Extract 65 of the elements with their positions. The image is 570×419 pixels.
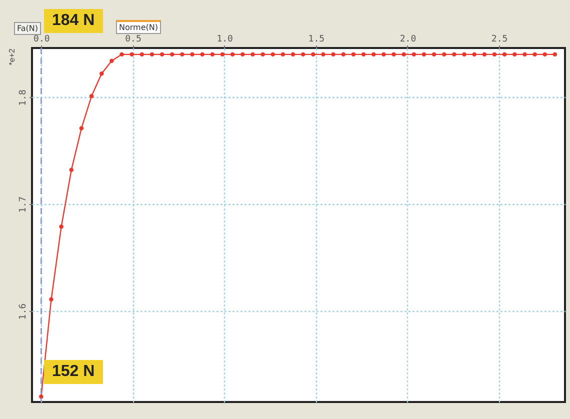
x-tick-label: 0.0 — [34, 34, 50, 44]
text: Fa(N) — [14, 22, 41, 35]
point — [120, 52, 124, 57]
point — [230, 52, 235, 57]
point — [130, 52, 134, 57]
point — [492, 52, 497, 57]
point — [412, 52, 416, 57]
point — [392, 52, 396, 57]
point — [170, 52, 174, 57]
y-tick-label: 1.8 — [18, 90, 28, 106]
point — [422, 52, 426, 57]
point — [472, 52, 476, 57]
point — [160, 52, 164, 57]
point — [462, 52, 466, 57]
x-tick-label: 1.0 — [216, 34, 233, 44]
point — [402, 52, 406, 57]
point — [220, 52, 225, 57]
point — [351, 52, 356, 57]
point — [290, 52, 296, 57]
point — [552, 52, 558, 57]
point — [210, 52, 215, 57]
point — [89, 94, 94, 98]
point — [341, 52, 346, 57]
point — [442, 52, 446, 57]
x-tick-label: 0.5 — [125, 34, 142, 44]
point — [240, 52, 245, 57]
point — [49, 297, 54, 302]
point — [542, 52, 547, 57]
point — [512, 52, 517, 57]
point — [180, 52, 184, 57]
point — [321, 52, 326, 57]
x-tick-label: 2.5 — [491, 34, 508, 44]
point — [522, 52, 527, 57]
x-tick-label: 1.5 — [308, 34, 325, 44]
point — [432, 52, 436, 57]
text: Norme(N) — [116, 20, 161, 34]
point — [532, 52, 537, 57]
point — [382, 52, 386, 57]
point — [361, 52, 366, 57]
point — [59, 224, 64, 229]
x-tick-label: 2.0 — [400, 34, 416, 44]
y-axis-title: *e+2 — [8, 48, 16, 66]
point — [300, 52, 306, 57]
point — [260, 52, 265, 57]
point — [110, 58, 114, 63]
point — [150, 52, 154, 57]
point — [280, 52, 286, 57]
y-tick-label: 1.6 — [18, 303, 28, 320]
point — [190, 52, 194, 57]
point — [452, 52, 456, 57]
point — [482, 52, 487, 57]
point — [502, 52, 507, 57]
point — [200, 52, 204, 57]
point — [311, 52, 316, 57]
text: 184 N — [44, 9, 103, 33]
point — [69, 168, 74, 172]
point — [371, 52, 376, 57]
point — [270, 52, 275, 57]
point — [250, 52, 255, 57]
y-tick-label: 1.7 — [18, 196, 28, 213]
point — [140, 52, 144, 57]
point — [79, 126, 84, 130]
point — [331, 52, 336, 57]
point — [99, 72, 104, 76]
annotation: 152 N — [44, 360, 103, 384]
